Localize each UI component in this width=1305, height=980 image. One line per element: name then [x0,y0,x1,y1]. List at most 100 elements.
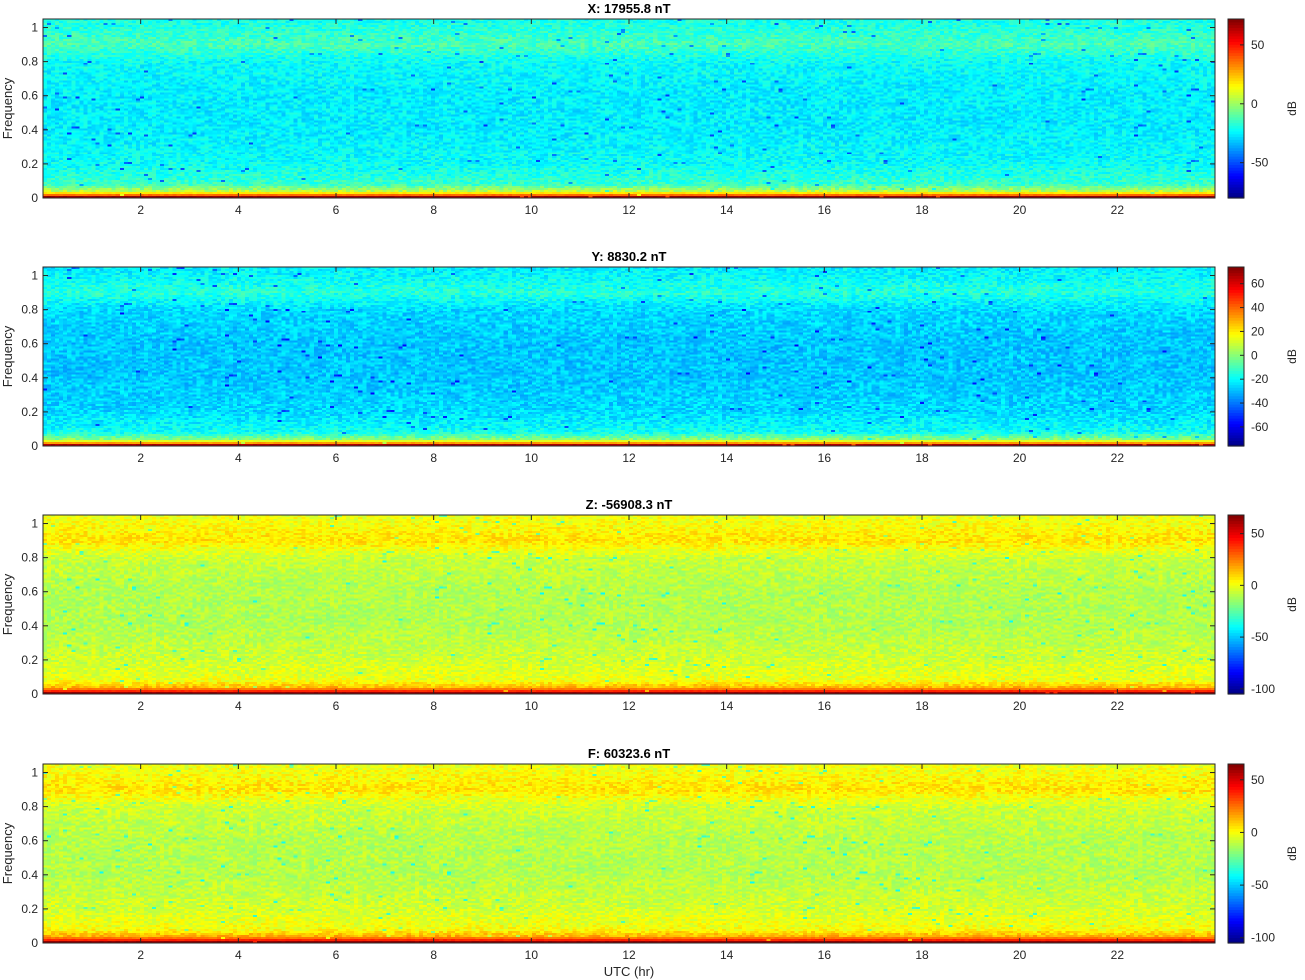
panel-title: X: 17955.8 nT [587,1,670,16]
colorbar-segment [1228,769,1244,773]
colorbar-segment [1228,91,1244,96]
colorbar-segment [1228,817,1244,821]
colorbar-frame [1227,266,1245,447]
panel-title: F: 60323.6 nT [588,746,670,761]
colorbar-segment [1228,926,1244,930]
colorbar-segment [1228,147,1244,152]
colorbar-segment [1228,598,1244,603]
colorbar-segment [1228,870,1244,874]
colorbar-segment [1228,409,1244,414]
colorbar-frame [1227,763,1245,944]
colorbar-segment [1228,60,1244,65]
colorbar-segment [1228,348,1244,352]
x-tick-label: 12 [622,203,636,217]
colorbar-segment [1228,412,1244,416]
colorbar-segment [1228,77,1244,82]
colorbar-segment [1228,847,1244,852]
colorbar-segment [1228,46,1244,51]
colorbar-segment [1228,540,1244,544]
x-tick-label: 12 [622,948,636,962]
colorbar: 50 0 -50 -100 dB [1227,763,1299,945]
x-tick-label: 20 [1013,948,1027,962]
colorbar-segment [1228,940,1244,944]
y-axis-label: Frequency [0,77,15,139]
colorbar-segment [1228,554,1244,558]
colorbar-segment [1228,548,1244,552]
colorbar-segment [1228,406,1244,411]
colorbar-segment [1228,674,1244,678]
colorbar-segment [1228,395,1244,400]
colorbar-segment [1228,881,1244,885]
y-tick-label: 0.4 [21,123,38,137]
x-tick-label: 18 [915,203,929,217]
colorbar-segment [1228,682,1244,687]
x-tick-label: 14 [720,203,734,217]
colorbar-tick-label: 0 [1251,97,1258,111]
colorbar-segment [1228,920,1244,925]
colorbar-segment [1228,640,1244,645]
y-tick-label: 0.2 [21,902,38,916]
colorbar-segment [1228,845,1244,849]
colorbar-tick-label: 60 [1251,277,1265,291]
colorbar-segment [1228,418,1244,422]
x-tick-label: 14 [720,948,734,962]
y-tick-label: 0 [31,936,38,950]
colorbar-segment [1228,44,1244,48]
colorbar-segment [1228,364,1244,369]
x-tick-label: 8 [430,699,437,713]
x-tick-label: 4 [235,948,242,962]
y-tick-label: 0 [31,439,38,453]
colorbar-segment [1228,292,1244,296]
colorbar-segment [1228,579,1244,583]
colorbar-segment [1228,764,1244,768]
colorbar-segment [1228,158,1244,163]
colorbar-segment [1228,576,1244,580]
colorbar-segment [1228,831,1244,835]
colorbar-segment [1228,136,1244,140]
colorbar-segment [1228,105,1244,110]
colorbar-segment [1228,133,1244,138]
colorbar-segment [1228,186,1244,191]
panel-title: Y: 8830.2 nT [592,249,667,264]
colorbar-segment [1228,836,1244,841]
x-tick-label: 14 [720,699,734,713]
colorbar-segment [1228,429,1244,433]
x-tick-label: 22 [1111,699,1125,713]
y-tick-label: 1 [31,517,38,531]
y-axis-label: Frequency [0,573,15,635]
colorbar-segment [1228,685,1244,690]
colorbar-segment [1228,635,1244,639]
colorbar-segment [1228,184,1244,188]
colorbar-tick-label: 40 [1251,301,1265,315]
x-tick-label: 16 [818,699,832,713]
colorbar-segment [1228,350,1244,355]
colorbar-segment [1228,269,1244,274]
colorbar-segment [1228,72,1244,76]
colorbar-segment [1228,432,1244,436]
colorbar-segment [1228,370,1244,374]
colorbar-segment [1228,794,1244,799]
colorbar-segment [1228,24,1244,28]
colorbar-segment [1228,691,1244,695]
colorbar-segment [1228,384,1244,388]
heatmap-image [43,267,1215,446]
colorbar-segment [1228,420,1244,425]
colorbar-segment [1228,376,1244,380]
y-tick-label: 0.6 [21,585,38,599]
colorbar-segment [1228,654,1244,659]
colorbar-segment [1228,556,1244,561]
y-axis-label: Frequency [0,325,15,387]
colorbar-segment [1228,856,1244,860]
colorbar-segment [1228,94,1244,98]
colorbar-segment [1228,912,1244,916]
colorbar-segment [1228,297,1244,302]
colorbar-segment [1228,632,1244,636]
heatmap-image [43,19,1215,198]
x-tick-label: 4 [235,451,242,465]
colorbar-segment [1228,300,1244,304]
colorbar-segment [1228,534,1244,538]
colorbar-segment [1228,359,1244,363]
colorbar-segment [1228,909,1244,913]
colorbar-segment [1228,443,1244,447]
